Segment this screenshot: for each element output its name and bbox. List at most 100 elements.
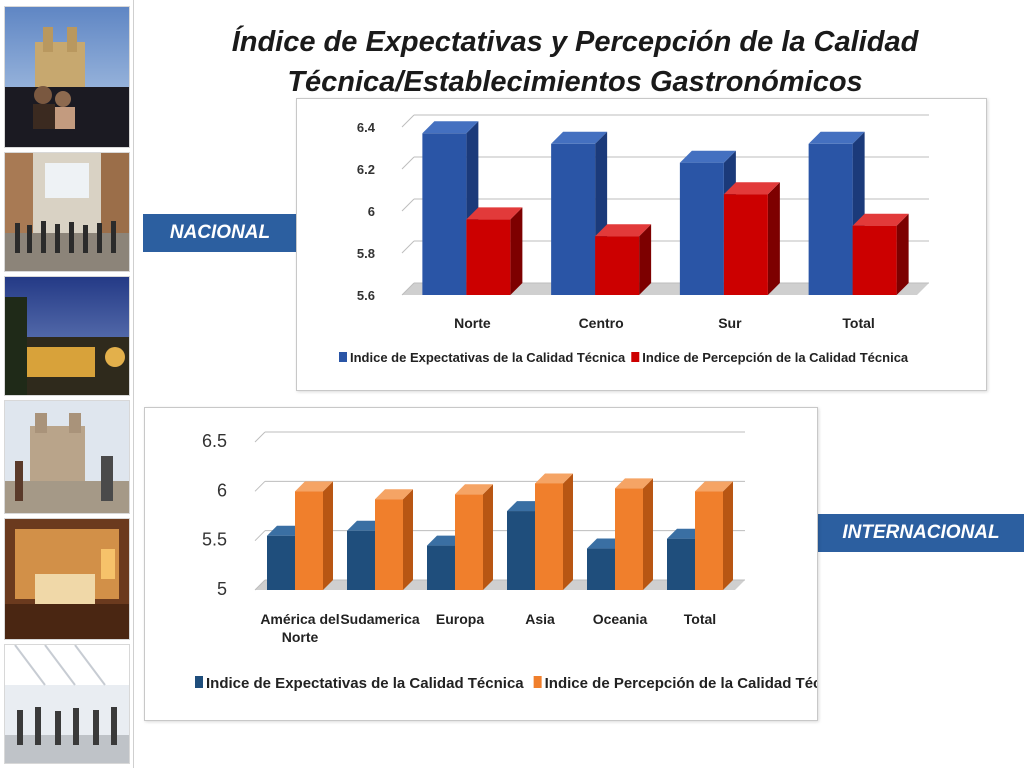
- nacional-bar-side: [896, 213, 909, 295]
- internacional-bar-side: [483, 484, 493, 590]
- nacional-tag-label: NACIONAL: [169, 222, 271, 243]
- photo-street-crowd-image: [5, 153, 129, 271]
- nacional-gridline-depth: [401, 156, 415, 170]
- photo-strip: [0, 0, 134, 768]
- internacional-y-tick-label: 5.5: [202, 530, 227, 550]
- internacional-bar-front: [455, 494, 483, 590]
- internacional-gridline-depth: [254, 579, 266, 591]
- nacional-gridline-depth: [401, 282, 415, 296]
- internacional-bar-top: [615, 478, 653, 489]
- nacional-bar-1-2: [723, 182, 780, 295]
- internacional-bar-front: [615, 488, 643, 590]
- internacional-category-label-line: Norte: [282, 629, 319, 645]
- nacional-y-tick-label: 6.4: [357, 120, 376, 135]
- nacional-y-tick-label: 6: [368, 204, 375, 219]
- internacional-bar-front: [267, 535, 295, 590]
- chart-internacional: 6.5 6 5.5 5 América del Norte Sudamerica Europa…: [144, 407, 818, 721]
- nacional-bar-1-3: [852, 213, 909, 295]
- internacional-bar-1-1: [375, 489, 413, 590]
- nacional-y-tick-label: 5.8: [357, 246, 375, 261]
- page-title-line1: Índice de Expectativas y Percepción de l…: [231, 26, 919, 58]
- nacional-bar-front: [852, 225, 897, 295]
- nacional-bar-front: [422, 133, 467, 295]
- internacional-legend-label: Indice de Expectativas de la Calidad Téc…: [206, 675, 524, 692]
- nacional-bar-0-1: [551, 131, 608, 295]
- nacional-bar-side: [510, 207, 523, 295]
- nacional-bar-1-1: [595, 224, 652, 295]
- nacional-category-label: Total: [842, 315, 874, 331]
- nacional-bar-0-3: [808, 131, 865, 295]
- nacional-bar-top: [852, 213, 909, 226]
- nacional-bar-top: [466, 207, 523, 220]
- page-title-line2: Técnica/Establecimientos Gastronómicos: [287, 66, 863, 98]
- internacional-category-label-line: América del: [260, 611, 339, 627]
- internacional-category-label: Total: [684, 611, 716, 627]
- nacional-bar-top: [422, 121, 479, 134]
- internacional-y-tick-label: 6: [217, 480, 227, 500]
- internacional-bar-side: [323, 481, 333, 590]
- nacional-bar-front: [679, 162, 724, 295]
- internacional-legend-swatch: [195, 676, 203, 688]
- internacional-bar-1-3: [535, 473, 573, 590]
- photo-evening-terrace-image: [5, 277, 129, 395]
- nacional-bar-front: [595, 236, 640, 295]
- nacional-bar-top: [551, 131, 608, 144]
- internacional-category-label: Sudamerica: [340, 611, 420, 627]
- chart-nacional-plot: 6.4 6.2 6 5.8 5.6 Norte Centro Sur Total Indice d…: [339, 114, 929, 365]
- nacional-gridline-depth: [401, 114, 415, 128]
- internacional-bar-front: [427, 545, 455, 590]
- photo-church-plaza: [4, 400, 130, 514]
- nacional-tag: NACIONAL: [143, 214, 297, 252]
- photo-church-plaza-image: [5, 401, 129, 513]
- internacional-legend-label: Indice de Percepción de la Calidad Técni…: [545, 675, 817, 692]
- nacional-bar-top: [679, 150, 736, 163]
- internacional-bar-front: [295, 491, 323, 590]
- nacional-gridline-depth: [401, 198, 415, 212]
- photo-cathedral-pool: [4, 6, 130, 148]
- internacional-bar-front: [507, 511, 535, 590]
- nacional-bar-front: [808, 143, 853, 295]
- nacional-category-label: Sur: [718, 315, 742, 331]
- internacional-bar-side: [563, 473, 573, 590]
- nacional-category-label: Norte: [454, 315, 491, 331]
- nacional-floor: [402, 283, 929, 295]
- internacional-bar-front: [667, 538, 695, 590]
- internacional-bar-side: [403, 489, 413, 590]
- nacional-legend-label: Indice de Expectativas de la Calidad Téc…: [350, 350, 626, 365]
- internacional-category-label: América del Norte: [260, 611, 339, 645]
- nacional-bar-side: [767, 182, 780, 295]
- chart-internacional-plot: 6.5 6 5.5 5 América del Norte Sudamerica Europa…: [195, 431, 817, 692]
- internacional-bar-top: [535, 473, 573, 484]
- nacional-y-tick-label: 5.6: [357, 288, 375, 303]
- nacional-bar-front: [723, 194, 768, 295]
- internacional-gridline-depth: [254, 431, 266, 443]
- internacional-bar-side: [723, 481, 733, 590]
- internacional-gridline-depth: [254, 530, 266, 542]
- internacional-bar-front: [587, 548, 615, 590]
- nacional-bar-front: [551, 143, 596, 295]
- internacional-gridline-depth: [254, 480, 266, 492]
- internacional-legend-swatch: [533, 676, 542, 688]
- internacional-bar-front: [695, 491, 723, 590]
- nacional-bar-front: [466, 219, 511, 295]
- internacional-y-tick-label: 5: [217, 579, 227, 599]
- photo-airport-image: [5, 645, 129, 763]
- photo-cathedral-pool-image: [5, 7, 129, 147]
- photo-hotel-room: [4, 518, 130, 640]
- internacional-bar-front: [375, 499, 403, 590]
- internacional-category-label: Europa: [436, 611, 484, 627]
- internacional-bar-1-4: [615, 478, 653, 590]
- internacional-category-label: Oceania: [593, 611, 648, 627]
- internacional-bar-top: [695, 481, 733, 492]
- internacional-y-tick-label: 6.5: [202, 431, 227, 451]
- nacional-gridline-depth: [401, 240, 415, 254]
- internacional-bar-front: [535, 483, 563, 590]
- internacional-bar-top: [455, 484, 493, 495]
- internacional-bar-front: [347, 530, 375, 590]
- nacional-bar-side: [639, 224, 652, 295]
- nacional-category-label: Centro: [579, 315, 624, 331]
- page-title: Índice de Expectativas y Percepción de l…: [150, 22, 1000, 102]
- internacional-bar-1-5: [695, 481, 733, 590]
- photo-hotel-room-image: [5, 519, 129, 639]
- internacional-category-label: Asia: [525, 611, 555, 627]
